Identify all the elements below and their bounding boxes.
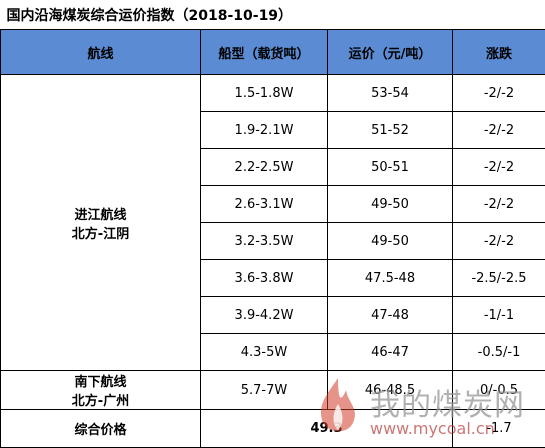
cell: 53-54 [327,74,453,112]
cell: 50-51 [327,148,453,186]
cell: 0/-0.5 [452,370,545,410]
route-line: 南下航线 [74,375,127,390]
cell: 1.9-2.1W [200,111,328,149]
header-cell: 航线 [0,29,201,75]
cell: 46-47 [327,333,453,371]
total-price: 49.3 [200,409,453,448]
cell: 47.5-48 [327,259,453,297]
cell: -2/-2 [452,222,545,260]
route-line: 北方-广州 [71,394,130,409]
title-row: 国内沿海煤炭综合运价指数（2018-10-19） [0,0,545,30]
cell: 2.2-2.5W [200,148,328,186]
cell: 46-48.5 [327,370,453,410]
header-cell: 涨跌 [452,29,545,75]
data-row: 南下航线 北方-广州 5.7-7W 46-48.5 0/-0.5 [0,370,545,410]
cell: 5.7-7W [200,370,328,410]
cell: -2/-2 [452,148,545,186]
route-line: 进江航线 [74,207,127,223]
route-cell: 进江航线北方-江阴 [0,74,201,371]
cell: 51-52 [327,111,453,149]
cell: 47-48 [327,296,453,334]
total-change: -1.7 [452,409,545,448]
total-label: 综合价格 [0,409,201,448]
header-row: 航线 船型（载货吨） 运价（元/吨） 涨跌 [0,29,545,75]
cell: 3.6-3.8W [200,259,328,297]
data-row: 3.6-3.8W 47.5-48 -2.5/-2.5 [1,259,545,297]
cell: 49-50 [327,185,453,223]
data-row: 2.6-3.1W 49-50 -2/-2 [1,185,545,223]
header-cell: 船型（载货吨） [200,29,328,75]
route-line: 北方-江阴 [71,226,130,242]
data-row: 3.9-4.2W 47-48 -1/-1 [1,296,545,334]
data-row: 3.2-3.5W 49-50 -2/-2 [1,222,545,260]
cell: -2/-2 [452,74,545,112]
total-row: 综合价格 49.3 -1.7 [0,409,545,448]
cell: -2/-2 [452,111,545,149]
data-row: 进江航线 北方-江阴 1.5-1.8W 53-54 -2/-2 [0,74,545,371]
title: 国内沿海煤炭综合运价指数（2018-10-19） [0,0,545,30]
cell: -2/-2 [452,185,545,223]
cell: -2.5/-2.5 [452,259,545,297]
cell: 3.9-4.2W [200,296,328,334]
route-cell: 南下航线北方-广州 [0,370,201,410]
cell: -1/-1 [452,296,545,334]
cell: -0.5/-1 [452,333,545,371]
header-cell: 运价（元/吨） [327,29,453,75]
cell: 4.3-5W [200,333,328,371]
cell: 1.5-1.8W [200,74,328,112]
data-row: 4.3-5W 46-47 -0.5/-1 [1,333,545,371]
cell: 3.2-3.5W [200,222,328,260]
cell: 2.6-3.1W [200,185,328,223]
data-row: 2.2-2.5W 50-51 -2/-2 [1,148,545,186]
cell: 49-50 [327,222,453,260]
